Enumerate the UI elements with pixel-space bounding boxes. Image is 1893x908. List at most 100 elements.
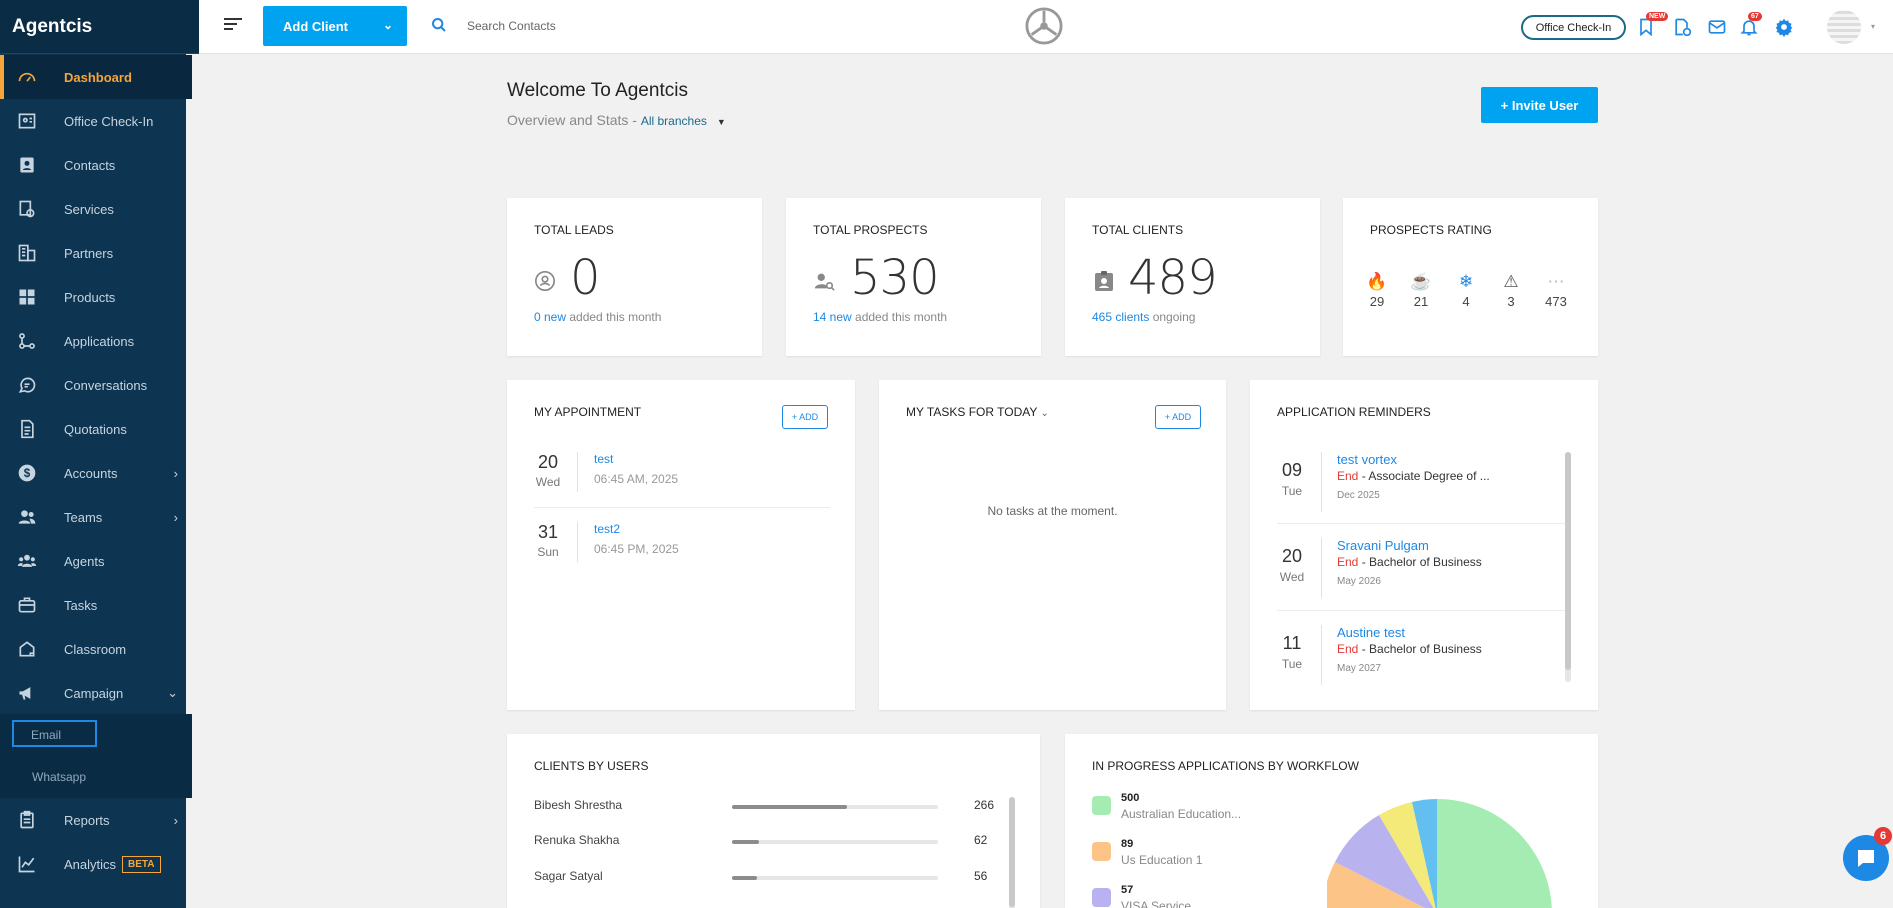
rating-warning[interactable]: ⚠ 3 (1491, 272, 1531, 309)
scrollbar-thumb[interactable] (1009, 797, 1015, 907)
progress-fill (732, 805, 848, 809)
stat-footer: 0 new added this month (534, 310, 661, 324)
sidebar-item-products[interactable]: Products (0, 275, 192, 319)
sidebar-item-services[interactable]: Services (0, 187, 192, 231)
date-day: 20 (1281, 546, 1303, 566)
sidebar-item-agents[interactable]: Agents (0, 539, 192, 583)
chevron-down-icon[interactable]: ⌄ (382, 18, 393, 32)
sidebar-item-dashboard[interactable]: Dashboard (0, 55, 192, 99)
pie-slice-visa-service[interactable] (1335, 815, 1437, 908)
topbar: Add Client ⌄ Office Check-In NEW 67 ▾ (199, 0, 1893, 54)
date-weekday: Wed (535, 475, 561, 489)
document-clock-icon[interactable] (1672, 17, 1692, 37)
invite-user-button[interactable]: + Invite User (1481, 87, 1598, 123)
dashboard-icon (14, 66, 40, 88)
sidebar-item-campaign[interactable]: Campaign ⌄ (0, 671, 192, 715)
gear-icon[interactable] (1774, 17, 1794, 37)
my-appointment-card: MY APPOINTMENT + ADD 20 Wed test 06:45 AM… (507, 380, 855, 710)
add-appointment-button[interactable]: + ADD (782, 405, 828, 429)
office-checkin-button[interactable]: Office Check-In (1521, 15, 1626, 40)
sidebar-item-reports[interactable]: Reports › (0, 798, 192, 842)
date-weekday: Tue (1281, 657, 1303, 671)
reminder-client-link[interactable]: Austine test (1337, 625, 1405, 640)
reminders-scrollbar[interactable] (1565, 452, 1571, 682)
sidebar-item-analytics[interactable]: Analytics BETA (0, 842, 192, 886)
sidebar-item-label: Partners (64, 245, 114, 261)
menu-toggle-icon[interactable] (224, 18, 242, 34)
pie-slice-australian-education[interactable] (1437, 799, 1552, 908)
rating-unrated[interactable]: ⋯ 473 (1536, 272, 1576, 309)
sidebar-item-applications[interactable]: Applications (0, 319, 192, 363)
reminder-course: - Bachelor of Business (1358, 642, 1482, 656)
sidebar-item-quotations[interactable]: Quotations (0, 407, 192, 451)
chevron-down-icon[interactable]: ⌄ (1040, 408, 1049, 419)
progress-bar (732, 840, 938, 844)
user-row: Sagar Satyal 56 (534, 869, 999, 889)
new-badge: NEW (1646, 12, 1669, 21)
reminder-course: - Associate Degree of ... (1358, 469, 1490, 483)
divider (1321, 625, 1322, 685)
legend-value: 500 (1121, 792, 1140, 804)
sidebar-item-contacts[interactable]: Contacts (0, 143, 192, 187)
scrollbar-thumb[interactable] (1565, 452, 1571, 670)
add-client-button[interactable]: Add Client ⌄ (263, 6, 407, 46)
card-title[interactable]: MY TASKS FOR TODAY ⌄ (906, 405, 1049, 419)
teams-icon (14, 506, 40, 528)
sidebar-item-classroom[interactable]: Classroom (0, 627, 192, 671)
appointment-title-link[interactable]: test (594, 452, 614, 466)
search-input[interactable] (467, 15, 767, 37)
sidebar-item-label: Reports (64, 812, 110, 828)
sidebar-item-accounts[interactable]: $ Accounts › (0, 451, 192, 495)
date-weekday: Tue (1281, 484, 1303, 498)
sidebar-item-tasks[interactable]: Tasks (0, 583, 192, 627)
pie-slice-blue[interactable] (1412, 799, 1437, 908)
bell-icon[interactable] (1739, 17, 1759, 37)
card-title: TOTAL CLIENTS (1092, 223, 1184, 237)
sidebar-item-label: Quotations (64, 421, 127, 437)
appointment-title-link[interactable]: test2 (594, 522, 621, 536)
sidebar-scrollbar[interactable] (186, 54, 192, 908)
caret-down-icon[interactable]: ▼ (716, 117, 726, 127)
appointment-time: 06:45 AM, 2025 (594, 472, 679, 486)
avatar[interactable] (1827, 10, 1861, 44)
rating-cold[interactable]: ❄ 4 (1446, 272, 1486, 309)
appointment-time: 06:45 PM, 2025 (594, 542, 679, 556)
legend-swatch (1092, 796, 1111, 815)
pie-slice-us-education[interactable] (1327, 862, 1437, 908)
sidebar-item-label: Agents (64, 553, 105, 569)
sidebar-item-label: Tasks (64, 597, 98, 613)
sidebar-item-partners[interactable]: Partners (0, 231, 192, 275)
clients-by-users-card: CLIENTS BY USERS Bibesh Shrestha 266 Ren… (507, 734, 1040, 908)
brand-logo[interactable]: Agentcis (0, 0, 199, 54)
submenu-item-email[interactable]: Email (12, 720, 97, 747)
ongoing-clients-link[interactable]: 465 clients (1092, 310, 1150, 324)
branch-selector[interactable]: All branches (640, 114, 707, 128)
rating-value: 473 (1545, 294, 1567, 309)
rating-hot[interactable]: 🔥 29 (1357, 272, 1397, 309)
tasks-icon (14, 594, 40, 616)
clients-scrollbar[interactable] (1009, 797, 1015, 908)
chevron-right-icon: › (173, 812, 178, 828)
reminder-client-link[interactable]: Sravani Pulgam (1337, 538, 1429, 553)
new-leads-link[interactable]: 0 new (534, 310, 567, 324)
divider (577, 452, 578, 492)
sidebar-item-conversations[interactable]: Conversations (0, 363, 192, 407)
reminder-month: May 2026 (1337, 576, 1381, 587)
reminder-client-link[interactable]: test vortex (1337, 452, 1397, 467)
applications-icon (14, 330, 40, 352)
add-task-button[interactable]: + ADD (1155, 405, 1201, 429)
date-weekday: Wed (1279, 570, 1305, 584)
card-title: TOTAL PROSPECTS (813, 223, 928, 237)
rating-warm[interactable]: ☕ 21 (1401, 272, 1441, 309)
date-day: 20 (537, 452, 559, 472)
chevron-down-icon[interactable]: ▾ (1871, 22, 1876, 31)
lead-user-icon (535, 271, 555, 291)
pie-slice-yellow[interactable] (1379, 802, 1437, 908)
reminder-detail: End - Bachelor of Business (1337, 642, 1482, 656)
unrated-icon: ⋯ (1547, 272, 1565, 291)
submenu-item-whatsapp[interactable]: Whatsapp (32, 770, 87, 784)
sidebar-item-teams[interactable]: Teams › (0, 495, 192, 539)
mail-icon[interactable] (1707, 17, 1727, 37)
sidebar-item-office-checkin[interactable]: Office Check-In (0, 99, 192, 143)
new-prospects-link[interactable]: 14 new (813, 310, 852, 324)
